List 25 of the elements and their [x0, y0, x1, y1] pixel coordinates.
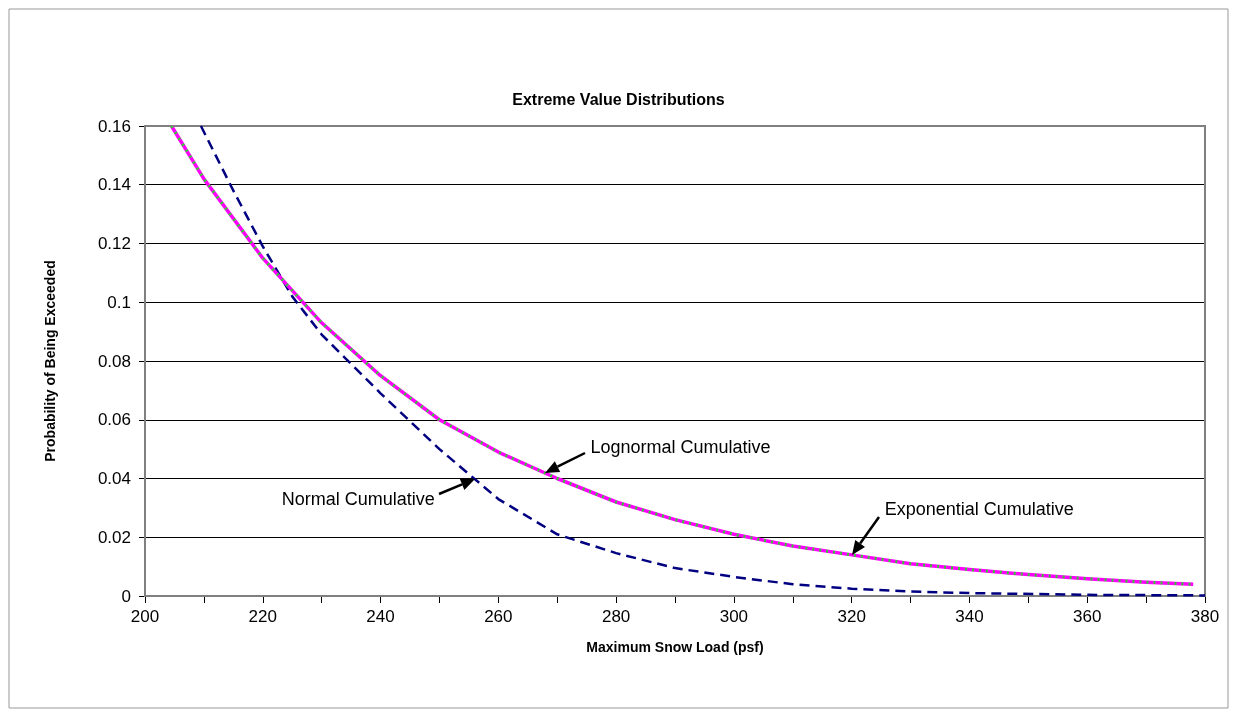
x-tick-label: 220 [248, 607, 277, 626]
x-tick-label: 380 [1190, 607, 1220, 626]
x-tick-label: 360 [1073, 607, 1102, 626]
annotation: Exponential Cumulative [884, 498, 1074, 519]
y-tick-label: 0.08 [97, 351, 131, 371]
y-tick-label: 0.06 [97, 410, 131, 430]
annotation: Lognormal Cumulative [590, 436, 771, 457]
y-axis-title: Probability of Being Exceeded [42, 260, 58, 462]
x-axis-title: Maximum Snow Load (psf) [586, 639, 764, 655]
y-tick-label: 0.04 [97, 469, 131, 488]
x-tick-label: 260 [484, 607, 513, 626]
x-tick-label: 280 [601, 607, 631, 626]
x-tick-label: 340 [955, 607, 984, 626]
x-tick-label: 300 [719, 607, 749, 626]
chart-title: Extreme Value Distributions [512, 90, 725, 108]
x-tick-label: 200 [130, 607, 160, 626]
y-tick-label: 0.02 [97, 527, 131, 547]
y-tick-label: 0.12 [97, 234, 131, 253]
y-tick-label: 0.14 [97, 175, 131, 195]
y-tick-label: 0 [121, 586, 131, 606]
y-tick-label: 0.1 [107, 292, 131, 312]
x-tick-label: 240 [366, 607, 395, 626]
x-tick-label: 320 [837, 607, 866, 626]
y-tick-label: 0.16 [97, 116, 131, 136]
annotation: Normal Cumulative [281, 489, 435, 510]
